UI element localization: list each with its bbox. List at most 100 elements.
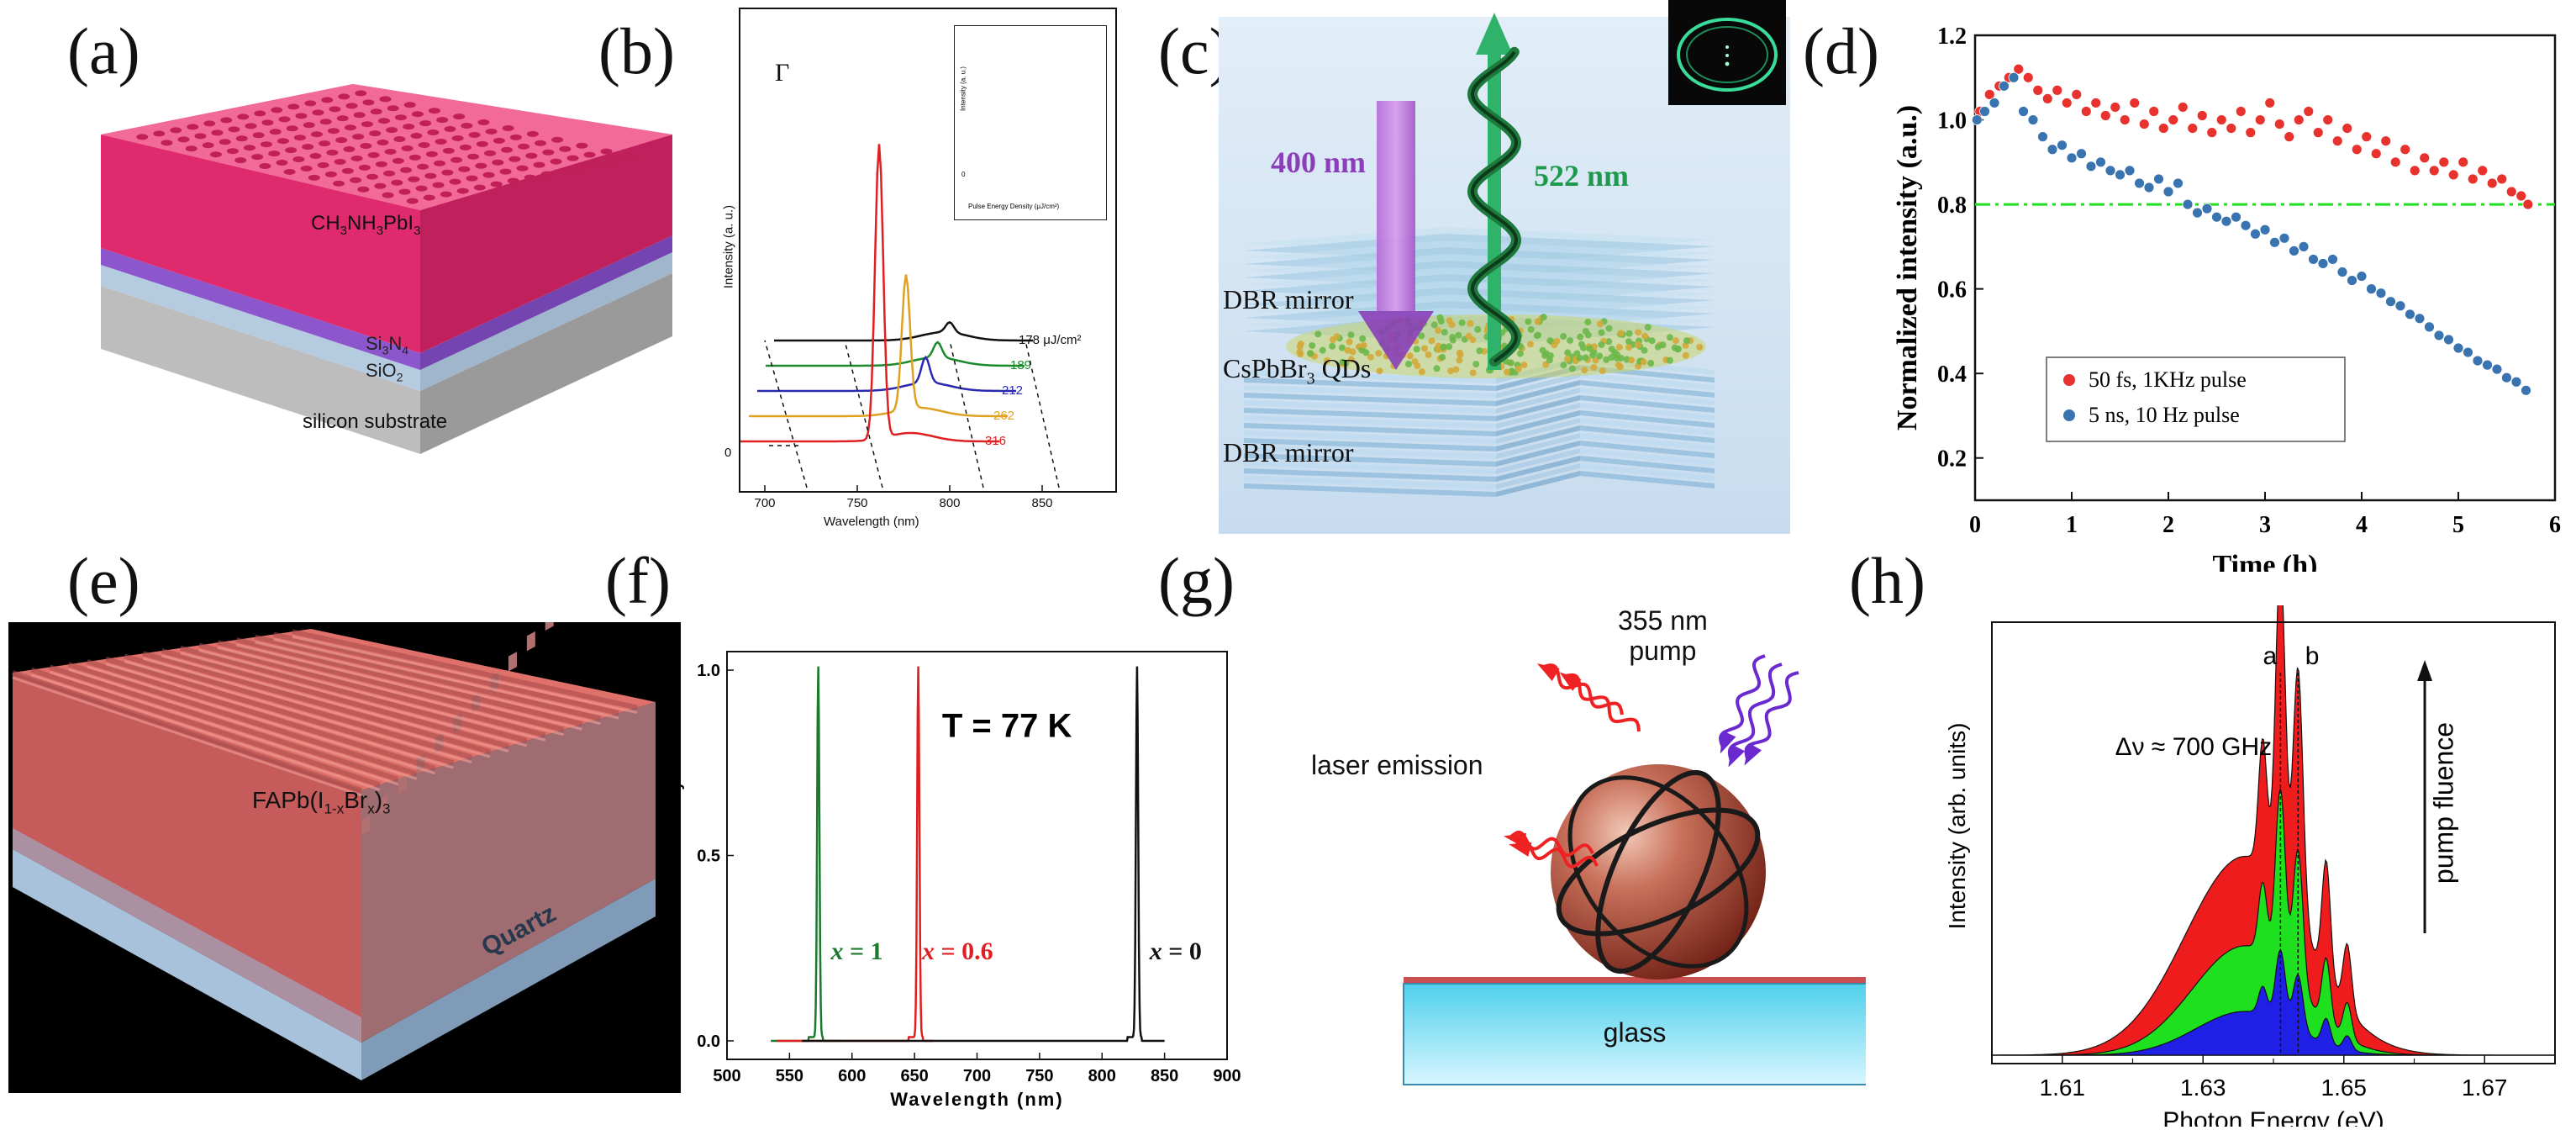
panel-label-a: (a) [67,14,140,87]
f-xtick: 700 [963,1067,991,1085]
d-point [2303,106,2315,117]
b-spectrum-line [774,320,1033,342]
f-xlabel: Wavelength (nm) [890,1089,1063,1110]
f-xtick: 600 [838,1067,866,1085]
f-ytick: 0.0 [697,1032,720,1051]
h-ylabel: Intensity (arb. units) [1944,723,1970,930]
d-point [2240,219,2252,231]
h-xtick: 1.63 [2180,1075,2226,1101]
g-emission-label: laser emission [1311,750,1483,780]
panel-g-microsphere: 355 nm pump laser emission glass [1261,589,1866,1110]
d-point [2153,173,2164,185]
b-xlabel: Wavelength (nm) [824,515,919,529]
c-qds-label: CsPbBr3 QDs [1223,353,1372,388]
d-point [2336,267,2348,277]
d-point [2110,102,2121,113]
d-point [2245,127,2257,139]
d-point [2505,186,2517,198]
panel-a-device-diagram: CH3NH3PbI3 Si3N4 SiO2 silicon substrate [84,84,681,488]
d-point [2119,114,2131,125]
d-point [2342,123,2353,135]
d-point [2496,173,2508,185]
d-point [2052,84,2063,96]
d-point [2472,355,2484,367]
b-inset-ylabel: Intensity (a. u.) [959,66,967,111]
d-point [2129,98,2141,108]
d-point [2278,232,2290,244]
d-xtick: 2 [2162,512,2174,538]
d-point [2143,182,2155,193]
d-point [2080,106,2092,117]
d-point [2331,135,2343,147]
f-series-label: x = 1 [830,937,882,965]
d-point [2182,198,2194,210]
d-point [2235,106,2247,117]
d-point [2284,131,2295,143]
panel-h-chart: 1.61 1.63 1.65 1.67 Photon Energy (eV) Intens… [1899,605,2572,1127]
g-pump-label: 355 nm pump [1618,605,1708,666]
b-spectrum-line [740,144,999,443]
d-point [2013,63,2025,75]
d-point [2047,144,2058,156]
d-point [2220,215,2232,227]
d-point [2124,165,2136,177]
d-point [2477,165,2489,177]
d-point [2115,169,2126,181]
h-mode-b: b [2305,642,2320,670]
panel-d-chart: 0 1 2 3 4 5 6 0.2 0.4 0.6 0.8 1.0 1.2 Time (h) Normali… [1883,17,2576,572]
d-ytick: 1.0 [1937,108,1967,135]
d-point [2467,173,2479,185]
f-ylabel: Normalized intensity [667,781,684,929]
panel-label-e: (e) [67,544,140,617]
d-point [2187,123,2199,135]
sio2-layer-label: SiO2 [366,360,403,384]
d-point [1971,114,1983,125]
d-point [2400,144,2411,156]
d-point [2510,376,2522,388]
d-point [2447,169,2459,181]
c-bottom-mirror-label: DBR mirror [1223,437,1354,467]
h-xlabel: Photon Energy (eV) [2162,1107,2384,1127]
d-xlabel: Time (h) [2213,550,2318,572]
d-ytick: 0.8 [1937,193,1967,219]
f-xtick: 850 [1151,1067,1178,1085]
d-point [2298,240,2310,252]
f-spectrum-line [771,666,840,1043]
d-point [2389,156,2401,168]
f-series-label: x = 0.6 [921,937,993,965]
d-point [2419,152,2431,164]
b-series-label: 189 [1010,358,1031,372]
d-point [2041,93,2053,104]
d-point [2486,177,2498,189]
d-point [2521,384,2531,396]
d-point [2264,98,2276,108]
d-point [2356,271,2368,282]
d-point [2375,288,2387,299]
f-xtick: 500 [713,1067,740,1085]
d-point [2231,211,2241,223]
c-top-mirror-label: DBR mirror [1223,284,1354,314]
f-spectrum-line [802,666,1165,1043]
d-point [2057,140,2068,151]
h-area [1992,948,2555,1056]
d-point [1979,106,1990,117]
b-inset-xlabel: Pulse Energy Density (μJ/cm²) [968,203,1060,210]
d-point [2206,127,2218,139]
d-point [2066,152,2078,164]
f-spectrum-line [777,666,934,1043]
d-point [2215,114,2227,125]
panel-label-b: (b) [598,14,675,87]
d-point [2405,309,2415,320]
f-xtick: 750 [1025,1067,1053,1085]
d-point [2457,156,2469,168]
d-point [2032,84,2044,96]
d-point [2482,359,2493,371]
d-point [2293,114,2305,125]
b-xtick: 750 [846,496,867,510]
substrate-label: silicon substrate [303,410,448,433]
d-point [1983,88,1995,100]
d-point [2361,131,2373,143]
d-point [2071,88,2083,100]
panel-e-grating: FAPb(I1-xBrx)3 Quartz [8,622,681,1093]
f-ytick: 0.5 [697,848,720,866]
